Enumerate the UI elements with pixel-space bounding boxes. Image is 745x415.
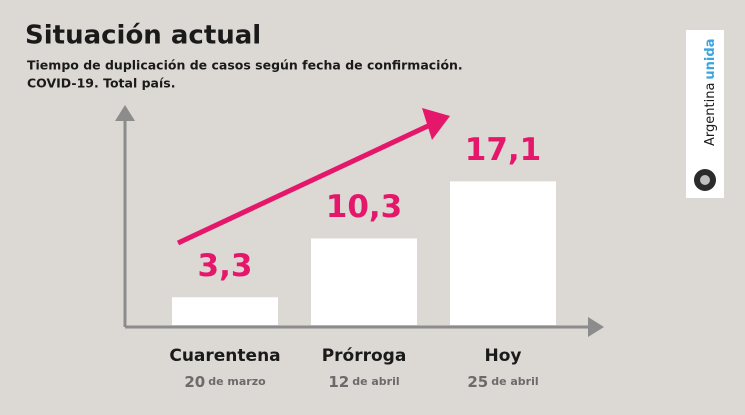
category-date: 25 de abril [467, 373, 538, 391]
brand-text: Argentina unida [703, 39, 718, 146]
date-month: de abril [352, 375, 399, 388]
chart-subtitle: COVID-19. Total país. [27, 76, 175, 91]
date-month: de abril [491, 375, 538, 388]
x-tick-label: Cuarentena [169, 346, 280, 366]
value-label: 10,3 [326, 189, 403, 225]
brand-name: Argentina [703, 83, 718, 146]
x-axis-arrow [588, 317, 604, 337]
y-axis-arrow [115, 105, 135, 121]
brand-tag: unida [703, 39, 718, 80]
value-label: 17,1 [465, 132, 542, 168]
date-day: 12 [328, 373, 349, 391]
date-day: 25 [467, 373, 488, 391]
trend-arrow-head [422, 108, 450, 140]
bar [172, 297, 278, 325]
date-day: 20 [184, 373, 205, 391]
trend-arrow [176, 122, 432, 246]
x-tick-label: Prórroga [322, 346, 407, 366]
x-tick-label: Hoy [485, 346, 522, 366]
value-label: 3,3 [198, 248, 253, 284]
bar [311, 238, 417, 325]
date-month: de marzo [208, 375, 266, 388]
category-date: 20 de marzo [184, 373, 266, 391]
chart-title: Situación actual [25, 21, 261, 51]
brand-logo-sun [700, 175, 710, 185]
category-date: 12 de abril [328, 373, 399, 391]
bar [450, 181, 556, 325]
axes [123, 118, 592, 329]
chart-subtitle: Tiempo de duplicación de casos según fec… [27, 58, 463, 73]
